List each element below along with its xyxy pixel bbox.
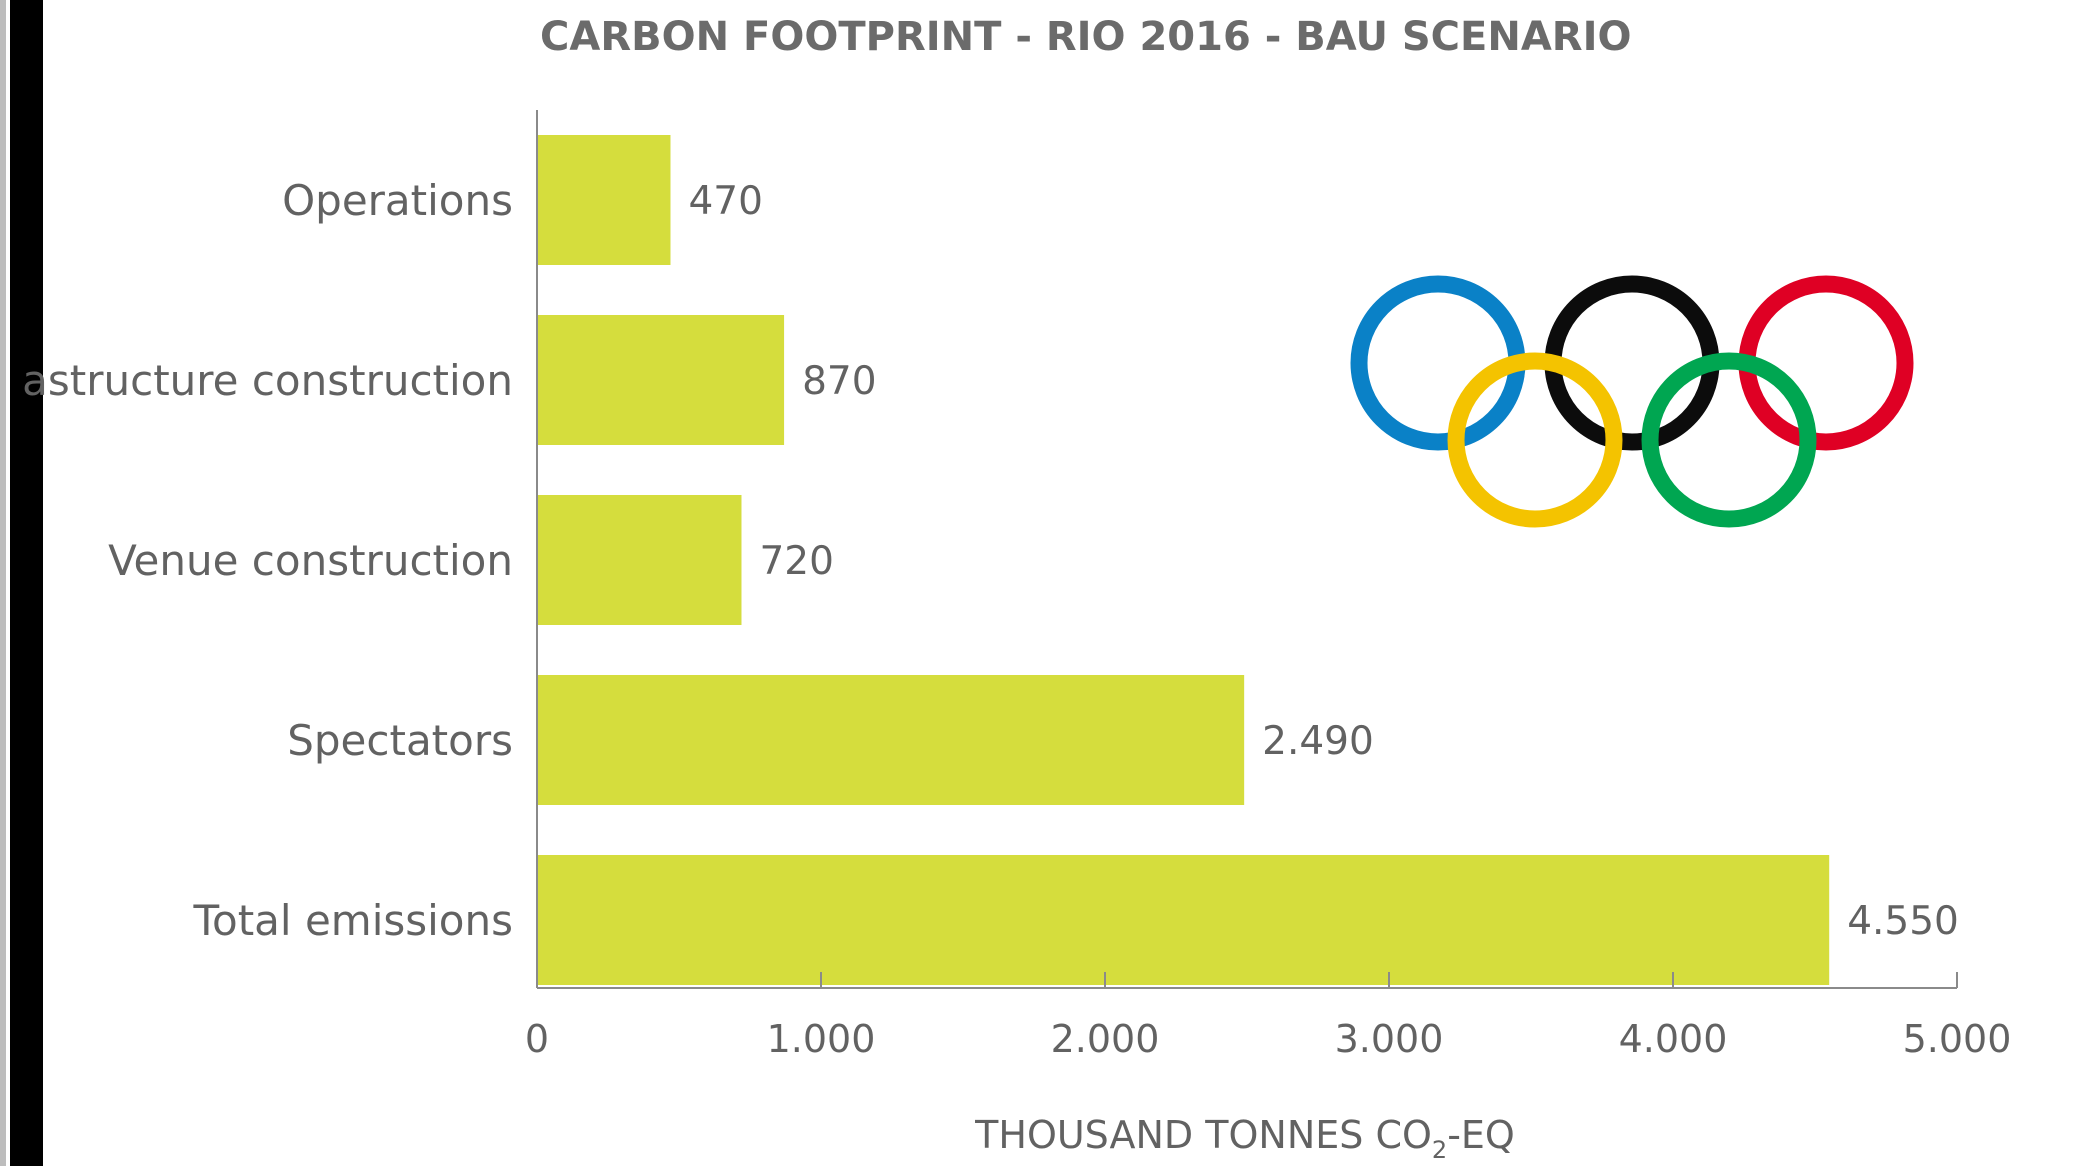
x-tick-label: 3.000 [1335,1017,1444,1061]
bars [537,135,1830,985]
yellow-ring [1447,352,1623,528]
x-tick-label: 0 [525,1017,549,1061]
x-tick-label: 4.000 [1619,1017,1728,1061]
value-label: 870 [802,359,876,404]
category-labels: Operations astructure construction Venue c… [22,176,513,945]
window-edge [0,0,6,1166]
value-label: 2.490 [1262,719,1374,764]
x-tick-label: 5.000 [1903,1017,2012,1061]
x-tick-label: 2.000 [1051,1017,1160,1061]
x-tick-label: 1.000 [767,1017,876,1061]
category-label: Spectators [287,716,513,765]
olympic-rings-logo [1350,275,1914,528]
bar-0 [537,135,671,265]
category-label: astructure construction [22,356,513,405]
x-axis-ticks: 0 1.000 2.000 3.000 4.000 5.000 [525,972,2011,1061]
bar-2 [537,495,742,625]
category-label: Venue construction [108,536,513,585]
black-ring [1544,275,1720,451]
value-label: 4.550 [1847,899,1959,944]
category-label: Total emissions [193,896,514,945]
bar-1 [537,315,785,445]
red-ring [1738,275,1914,451]
bar-3 [537,675,1245,805]
green-ring [1641,352,1817,528]
blue-ring [1350,275,1526,451]
bar-4 [537,855,1830,985]
value-label: 720 [759,539,833,584]
window-border [10,0,43,1166]
x-axis-title: THOUSAND TONNES CO2-EQ [974,1113,1515,1164]
value-labels: 470 870 720 2.490 4.550 [688,179,1958,944]
category-label: Operations [282,176,513,225]
value-label: 470 [688,179,762,224]
chart-title: CARBON FOOTPRINT - RIO 2016 - BAU SCENAR… [540,14,1631,60]
